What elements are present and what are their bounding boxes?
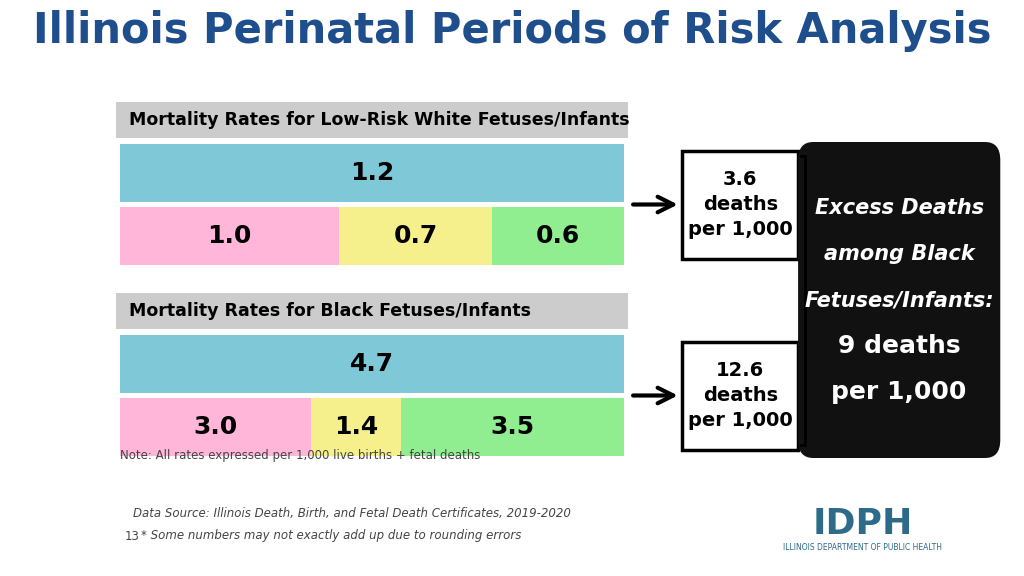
FancyBboxPatch shape [682,342,798,449]
FancyBboxPatch shape [120,398,311,456]
Text: Fetuses/Infants:: Fetuses/Infants: [805,290,994,310]
FancyBboxPatch shape [798,142,1000,458]
Text: among Black: among Black [823,244,975,264]
Text: 3.6
deaths
per 1,000: 3.6 deaths per 1,000 [688,170,793,239]
Text: Excess Deaths: Excess Deaths [815,198,984,218]
FancyBboxPatch shape [120,335,624,393]
Text: 0.6: 0.6 [536,224,580,248]
Text: Mortality Rates for Low-Risk White Fetuses/Infants: Mortality Rates for Low-Risk White Fetus… [129,111,629,129]
FancyBboxPatch shape [116,102,628,138]
Text: Data Source: Illinois Death, Birth, and Fetal Death Certificates, 2019-2020: Data Source: Illinois Death, Birth, and … [133,507,570,521]
Text: Note: All rates expressed per 1,000 live births + fetal deaths: Note: All rates expressed per 1,000 live… [120,449,480,463]
Text: 9 deaths: 9 deaths [838,334,961,358]
Text: IDPH: IDPH [812,507,912,541]
Text: 1.4: 1.4 [334,415,378,439]
Text: 1.2: 1.2 [350,161,394,185]
Text: Illinois Perinatal Periods of Risk Analysis: Illinois Perinatal Periods of Risk Analy… [33,10,991,52]
FancyBboxPatch shape [120,144,624,202]
FancyBboxPatch shape [400,398,624,456]
Text: 0.7: 0.7 [393,224,438,248]
FancyBboxPatch shape [682,150,798,259]
Text: * Some numbers may not exactly add up due to rounding errors: * Some numbers may not exactly add up du… [141,529,521,543]
FancyBboxPatch shape [339,207,493,265]
FancyBboxPatch shape [116,293,628,329]
Text: 4.7: 4.7 [350,352,394,376]
Text: 3.0: 3.0 [194,415,238,439]
Text: per 1,000: per 1,000 [831,380,967,404]
Text: 1.0: 1.0 [208,224,252,248]
Text: Mortality Rates for Black Fetuses/Infants: Mortality Rates for Black Fetuses/Infant… [129,302,530,320]
FancyBboxPatch shape [493,207,624,265]
FancyBboxPatch shape [120,207,339,265]
Text: ILLINOIS DEPARTMENT OF PUBLIC HEALTH: ILLINOIS DEPARTMENT OF PUBLIC HEALTH [783,544,942,552]
Text: 3.5: 3.5 [490,415,535,439]
FancyBboxPatch shape [311,398,400,456]
Text: 12.6
deaths
per 1,000: 12.6 deaths per 1,000 [688,361,793,430]
Text: 13: 13 [124,529,139,543]
